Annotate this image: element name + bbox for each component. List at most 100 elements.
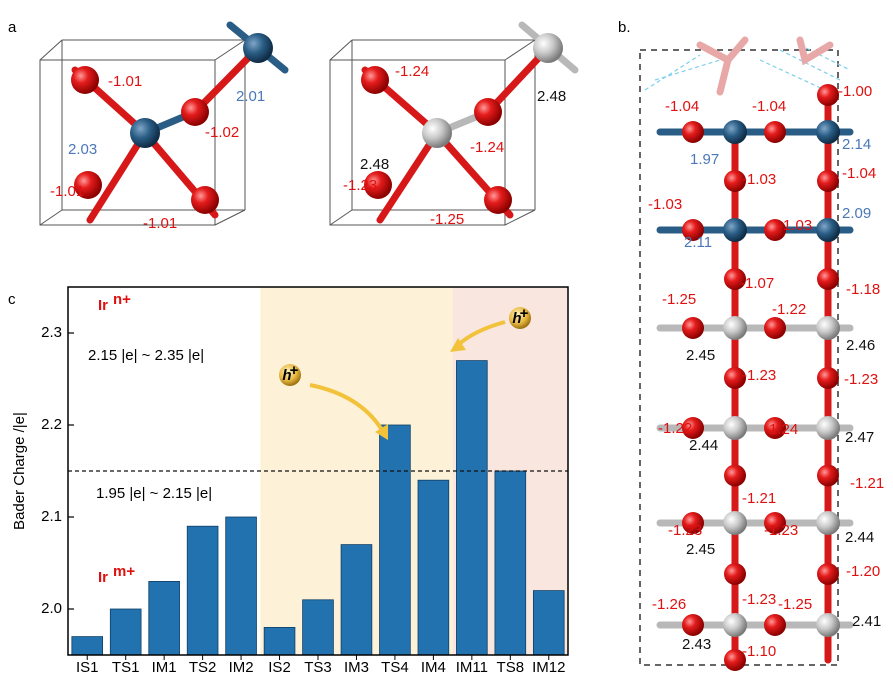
charge-label: -1.24 — [764, 421, 798, 438]
atom — [723, 120, 747, 144]
x-tick-label: IS1 — [76, 659, 99, 675]
bar — [418, 480, 449, 655]
charge-label: -1.23 — [844, 371, 878, 388]
y-tick-label: 2.2 — [41, 416, 62, 433]
adsorbates — [700, 40, 830, 92]
annotation: m+ — [113, 563, 135, 580]
panel-label: a — [8, 19, 17, 36]
figure: -1.012.012.03-1.02-1.01-1.01-1.242.482.4… — [0, 0, 893, 675]
x-tick-label: TS1 — [112, 659, 140, 675]
charge-label: -1.23 — [668, 522, 702, 539]
charge-label: 2.11 — [684, 234, 712, 251]
atom — [724, 563, 746, 585]
x-tick-label: TS2 — [189, 659, 217, 675]
charge-label: -1.10 — [742, 643, 776, 660]
y-tick-label: 2.0 — [41, 600, 62, 617]
charge-label: -1.23 — [742, 591, 776, 608]
atom — [817, 367, 839, 389]
panel-label: b. — [618, 19, 631, 36]
charge-label: 2.09 — [842, 205, 871, 222]
atom — [817, 268, 839, 290]
charge-label: -1.25 — [430, 211, 464, 228]
charge-label: 2.44 — [689, 437, 718, 454]
bar — [456, 361, 487, 655]
atom — [764, 121, 786, 143]
charge-label: -1.18 — [846, 281, 880, 298]
atom — [764, 317, 786, 339]
charge-label: -1.01 — [143, 215, 177, 232]
charge-label: 2.01 — [236, 88, 265, 105]
atom — [724, 465, 746, 487]
charge-label: 2.46 — [846, 337, 875, 354]
bar — [533, 591, 564, 655]
x-tick-label: IM4 — [421, 659, 446, 675]
atom — [816, 511, 840, 535]
charge-label: -1.03 — [778, 217, 812, 234]
atom — [816, 416, 840, 440]
lattice: -1.04 -1.04 -1.00 1.97 -1.03 2.14 -1.04 -1.03 2.… — [648, 83, 884, 671]
charge-label: 2.41 — [852, 613, 881, 630]
charge-label: -1.22 — [772, 301, 806, 318]
charge-label: 2.45 — [686, 347, 715, 364]
panel-b: -1.04 -1.04 -1.00 1.97 -1.03 2.14 -1.04 -1.03 2.… — [640, 40, 884, 671]
charge-label: -1.01 — [108, 73, 142, 90]
charge-label: -1.20 — [846, 563, 880, 580]
charge-label: -1.25 — [662, 291, 696, 308]
charge-label: 2.44 — [845, 529, 874, 546]
atom — [817, 84, 839, 106]
annotation: 1.95 |e| ~ 2.15 |e| — [96, 485, 212, 502]
x-tick-label: IM12 — [532, 659, 565, 675]
bar — [380, 425, 411, 655]
x-tick-label: TS4 — [381, 659, 409, 675]
atom — [816, 613, 840, 637]
charge-label: -1.04 — [665, 98, 699, 115]
charge-label: -1.07 — [740, 275, 774, 292]
x-tick-label: IM11 — [456, 659, 488, 675]
charge-label: 2.14 — [842, 136, 871, 153]
atom — [817, 170, 839, 192]
atom — [817, 465, 839, 487]
y-tick-label: 2.3 — [41, 324, 62, 341]
bar — [341, 545, 372, 655]
charge-label: 2.43 — [682, 636, 711, 653]
atom — [817, 563, 839, 585]
charge-label: -1.23 — [343, 177, 377, 194]
panel-a: -1.012.012.03-1.02-1.01-1.01-1.242.482.4… — [40, 25, 575, 232]
x-tick-label: IM1 — [152, 659, 177, 675]
hole-label: + — [520, 305, 529, 322]
atom — [816, 316, 840, 340]
atom — [816, 218, 840, 242]
atom — [682, 614, 704, 636]
charge-label: -1.21 — [850, 475, 884, 492]
annotation: Ir — [98, 297, 108, 314]
charge-label: -1.04 — [842, 165, 876, 182]
charge-label: -1.25 — [778, 596, 812, 613]
charge-label: 2.47 — [845, 429, 874, 446]
y-axis-label: Bader Charge /|e| — [11, 412, 28, 530]
atom — [682, 121, 704, 143]
x-tick-label: TS3 — [304, 659, 332, 675]
x-tick-label: IS2 — [268, 659, 291, 675]
annotation: n+ — [113, 291, 131, 308]
bar — [110, 609, 141, 655]
annotation: Ir — [98, 569, 108, 586]
charge-label: -1.02 — [205, 124, 239, 141]
charge-label: -1.03 — [742, 171, 776, 188]
bar — [187, 526, 218, 655]
atom — [723, 511, 747, 535]
charge-label: -1.24 — [395, 63, 429, 80]
charge-label: 2.48 — [360, 156, 389, 173]
charge-label: -1.26 — [652, 596, 686, 613]
annotation: 2.15 |e| ~ 2.35 |e| — [88, 347, 204, 364]
y-tick-label: 2.1 — [41, 508, 62, 525]
charge-label: -1.21 — [742, 490, 776, 507]
atom — [723, 613, 747, 637]
charge-label: -1.00 — [838, 83, 872, 100]
atom — [816, 120, 840, 144]
charge-label: -1.03 — [648, 196, 682, 213]
charge-label: -1.04 — [752, 98, 786, 115]
charge-label: 1.97 — [690, 151, 719, 168]
bar — [495, 471, 526, 655]
charge-label: -1.24 — [470, 139, 504, 156]
atom — [723, 218, 747, 242]
